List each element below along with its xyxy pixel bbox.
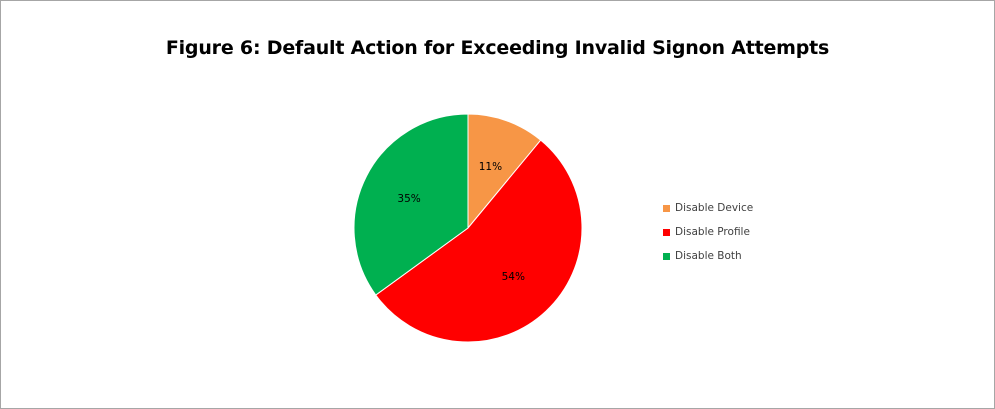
legend-item-disable-both: Disable Both [663,244,753,268]
pie-slice-disable-both [353,113,469,296]
legend-label: Disable Both [675,250,742,262]
legend-item-disable-profile: Disable Profile [663,220,753,244]
legend-label: Disable Profile [675,226,750,238]
pie-slice-disable-profile [375,139,583,343]
legend-item-disable-device: Disable Device [663,196,753,220]
chart-legend: Disable Device Disable Profile Disable Bot… [663,196,753,268]
data-label-disable-both: 35% [397,193,420,205]
data-label-disable-profile: 54% [502,271,525,283]
legend-swatch [663,252,670,260]
legend-swatch [663,228,670,236]
chart-title: Figure 6: Default Action for Exceeding I… [165,37,830,59]
legend-label: Disable Device [675,202,754,214]
pie-slice-disable-device [467,113,542,230]
data-label-disable-device: 11% [479,161,502,173]
legend-swatch [663,204,670,212]
